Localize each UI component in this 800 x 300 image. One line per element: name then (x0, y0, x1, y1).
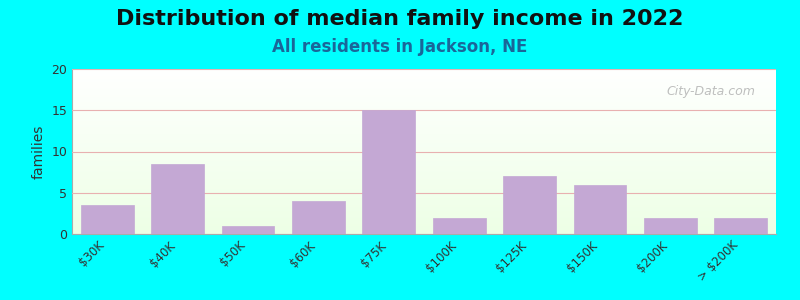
Bar (222, 226, 274, 234)
Bar (292, 201, 345, 234)
Bar (714, 218, 767, 234)
Bar (81, 205, 134, 234)
Bar (151, 164, 204, 234)
Bar (503, 176, 556, 234)
Bar (362, 110, 415, 234)
Text: All residents in Jackson, NE: All residents in Jackson, NE (272, 38, 528, 56)
Y-axis label: families: families (32, 124, 46, 179)
Bar (574, 184, 626, 234)
Bar (433, 218, 486, 234)
Text: City-Data.com: City-Data.com (666, 85, 755, 98)
Text: Distribution of median family income in 2022: Distribution of median family income in … (116, 9, 684, 29)
Bar (644, 218, 697, 234)
